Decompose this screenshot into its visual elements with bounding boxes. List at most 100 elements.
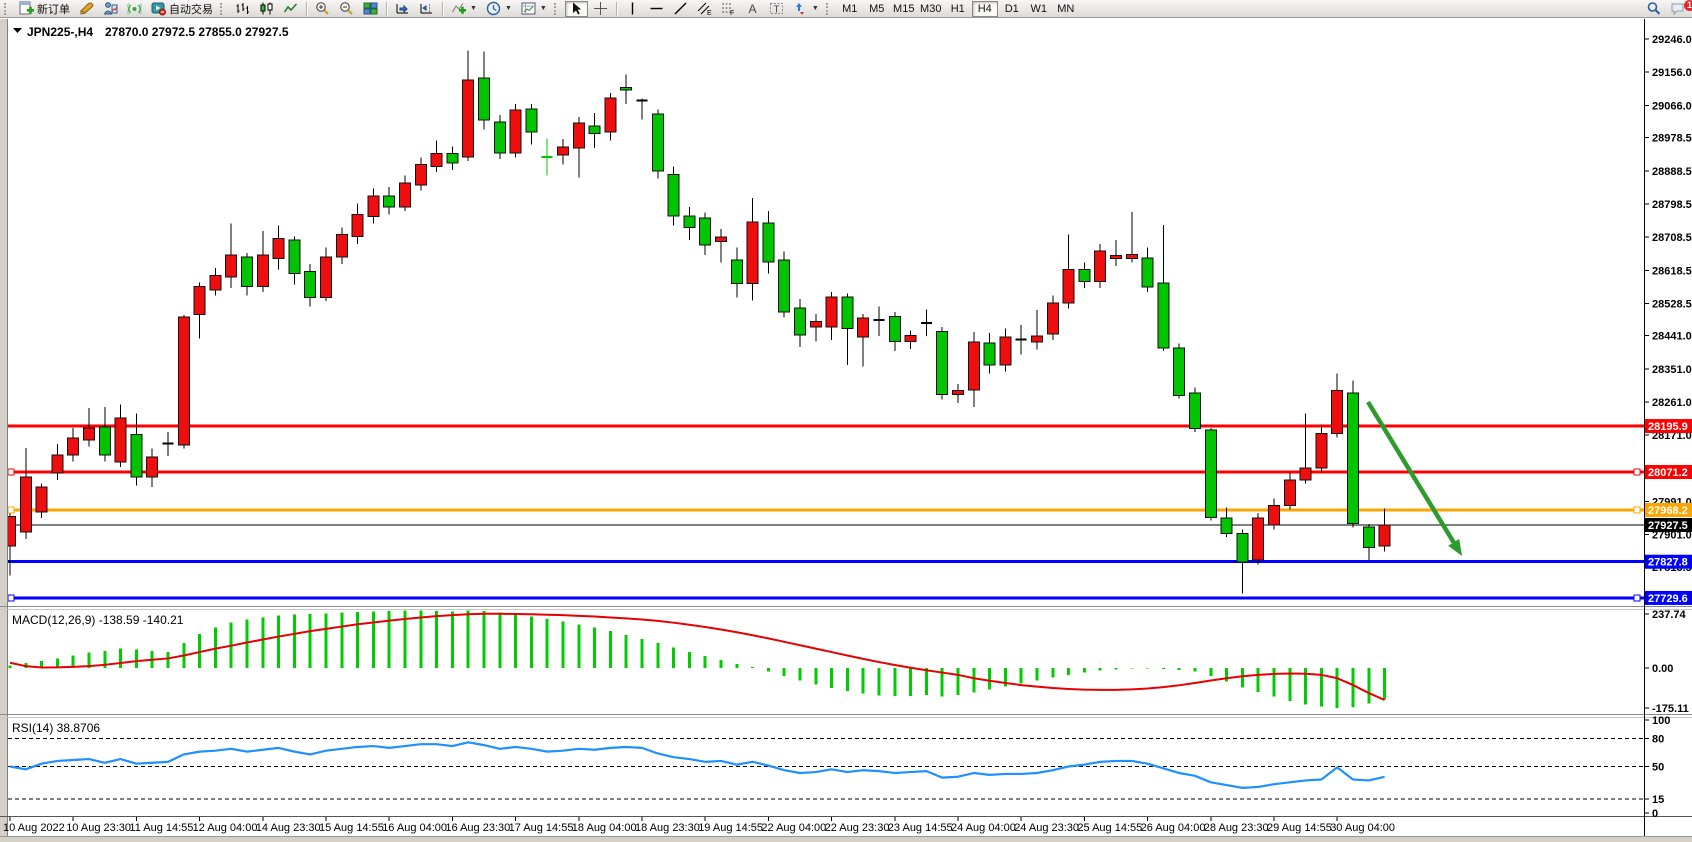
level-line-handle[interactable] xyxy=(1633,506,1641,514)
ohlc-collapse-triangle-icon[interactable] xyxy=(13,28,22,33)
level-line-handle[interactable] xyxy=(1633,468,1641,476)
horizontal-line-tool-button[interactable] xyxy=(645,1,668,17)
candlestick-chart-button[interactable] xyxy=(255,1,278,17)
search-button[interactable] xyxy=(1642,1,1665,17)
level-line-handle[interactable] xyxy=(8,594,15,602)
indicators-icon xyxy=(452,3,466,14)
zoom-in-button[interactable] xyxy=(311,1,334,17)
svg-text:T: T xyxy=(773,5,779,16)
macd-indicator-label: MACD(12,26,9) -138.59 -140.21 xyxy=(12,613,184,627)
trend-arrow-annotation[interactable] xyxy=(1366,400,1458,547)
arrows-tool-button[interactable]: ▼ xyxy=(789,1,823,17)
timeframe-m1-button[interactable]: M1 xyxy=(837,1,863,17)
tile-windows-button[interactable] xyxy=(359,1,382,17)
market-watch-button[interactable] xyxy=(99,1,122,17)
timeframe-w1-button[interactable]: W1 xyxy=(1026,1,1052,17)
text-tool-button[interactable]: A xyxy=(741,1,764,17)
price-axis-label: 28528.5 xyxy=(1652,298,1692,310)
bull-candle xyxy=(1315,432,1328,469)
bear-candle xyxy=(667,173,680,217)
chart-shift-button[interactable] xyxy=(415,1,438,17)
time-axis-label: 26 Aug 04:00 xyxy=(1141,822,1206,834)
timeframe-m30-button[interactable]: M30 xyxy=(918,1,944,17)
text-label-tool-button[interactable]: T xyxy=(765,1,788,17)
bar-chart-icon xyxy=(236,3,249,14)
profiles-icon xyxy=(80,2,94,15)
bear-candle xyxy=(1173,347,1186,396)
bull-candle xyxy=(193,285,206,316)
timeframe-mn-button[interactable]: MN xyxy=(1053,1,1079,17)
time-axis-label: 28 Aug 23:30 xyxy=(1204,822,1269,834)
chart-background xyxy=(0,19,1692,842)
vertical-line-tool-button[interactable] xyxy=(621,1,644,17)
time-axis-label: 11 Aug 14:55 xyxy=(129,822,193,834)
rsi-axis-label: 100 xyxy=(1652,715,1670,727)
indicators-button[interactable]: ▼ xyxy=(447,1,481,17)
timeframe-m5-button[interactable]: M5 xyxy=(864,1,890,17)
equidistant-channel-icon: E xyxy=(697,2,712,16)
cursor-tool-button[interactable] xyxy=(564,0,588,17)
level-price-tag xyxy=(1645,419,1692,434)
fibonacci-icon: F xyxy=(721,3,734,16)
timeframe-h4-button[interactable]: H4 xyxy=(971,0,998,17)
bull-candle xyxy=(746,221,759,284)
timeframe-m15-button[interactable]: M15 xyxy=(891,1,917,17)
toolbar-separator xyxy=(442,1,443,16)
templates-button[interactable]: ▼ xyxy=(517,1,551,17)
chat-button[interactable] xyxy=(1666,1,1690,17)
rsi-line xyxy=(9,741,1385,789)
rsi-indicator-label: RSI(14) 38.8706 xyxy=(12,721,100,735)
bear-candle xyxy=(936,331,949,396)
bull-candle xyxy=(462,79,475,158)
bull-candle xyxy=(256,254,269,287)
timeframe-d1-button[interactable]: D1 xyxy=(999,1,1025,17)
bull-candle xyxy=(67,437,80,456)
periods-button[interactable]: ▼ xyxy=(482,1,516,17)
new-order-button[interactable]: 新订单 xyxy=(15,1,74,17)
equidistant-channel-tool-button[interactable]: E xyxy=(693,1,716,17)
time-axis-label: 25 Aug 14:55 xyxy=(1077,822,1142,834)
timeframe-h1-button[interactable]: H1 xyxy=(945,1,971,17)
profiles-button[interactable] xyxy=(75,1,98,17)
chart-title-ohlc: 27870.0 27972.5 27855.0 27927.5 xyxy=(105,25,289,39)
auto-scroll-button[interactable] xyxy=(391,1,414,17)
level-price-tag xyxy=(1645,502,1692,517)
time-axis-label: 18 Aug 04:00 xyxy=(572,822,637,834)
crosshair-tool-button[interactable] xyxy=(589,1,612,17)
bear-candle xyxy=(699,217,712,246)
bull-candle xyxy=(1110,255,1122,260)
bear-candle xyxy=(130,433,143,478)
level-line-handle[interactable] xyxy=(8,468,15,476)
autotrading-button[interactable]: 自动交易 xyxy=(147,1,217,17)
search-icon xyxy=(1647,2,1661,15)
trendline-tool-button[interactable] xyxy=(669,1,692,17)
time-axis-label: 18 Aug 23:30 xyxy=(635,822,700,834)
signals-button[interactable] xyxy=(123,1,146,17)
bear-candle xyxy=(1204,429,1217,518)
rsi-axis-label: 50 xyxy=(1652,762,1664,774)
bear-candle xyxy=(1236,532,1249,563)
zoom-out-button[interactable] xyxy=(335,1,358,17)
rsi-axis-label: 80 xyxy=(1652,734,1664,746)
bull-candle xyxy=(1252,517,1265,561)
level-price-tag-text: 27729.6 xyxy=(1648,593,1688,605)
fibonacci-tool-button[interactable]: F xyxy=(717,1,740,17)
bull-candle xyxy=(1062,269,1075,304)
level-price-tag-text: 27968.2 xyxy=(1648,505,1688,517)
bull-candle xyxy=(430,153,443,168)
bull-candle xyxy=(177,316,190,446)
bull-candle xyxy=(1031,335,1043,343)
macd-axis-label: 0.00 xyxy=(1652,663,1673,675)
bull-candle xyxy=(904,335,917,343)
bull-candle xyxy=(367,195,380,217)
price-axis-label: 28441.0 xyxy=(1652,331,1692,343)
bar-chart-button[interactable] xyxy=(231,1,254,17)
bull-candle xyxy=(225,254,238,278)
level-line-handle[interactable] xyxy=(1633,594,1641,602)
horizontal-line-icon xyxy=(650,7,663,10)
line-chart-button[interactable] xyxy=(279,1,302,17)
main-toolbar: 新订单 自动交易 xyxy=(0,0,1692,18)
level-line-handle[interactable] xyxy=(8,506,15,514)
notification-badge[interactable]: 1 xyxy=(1684,0,1692,11)
